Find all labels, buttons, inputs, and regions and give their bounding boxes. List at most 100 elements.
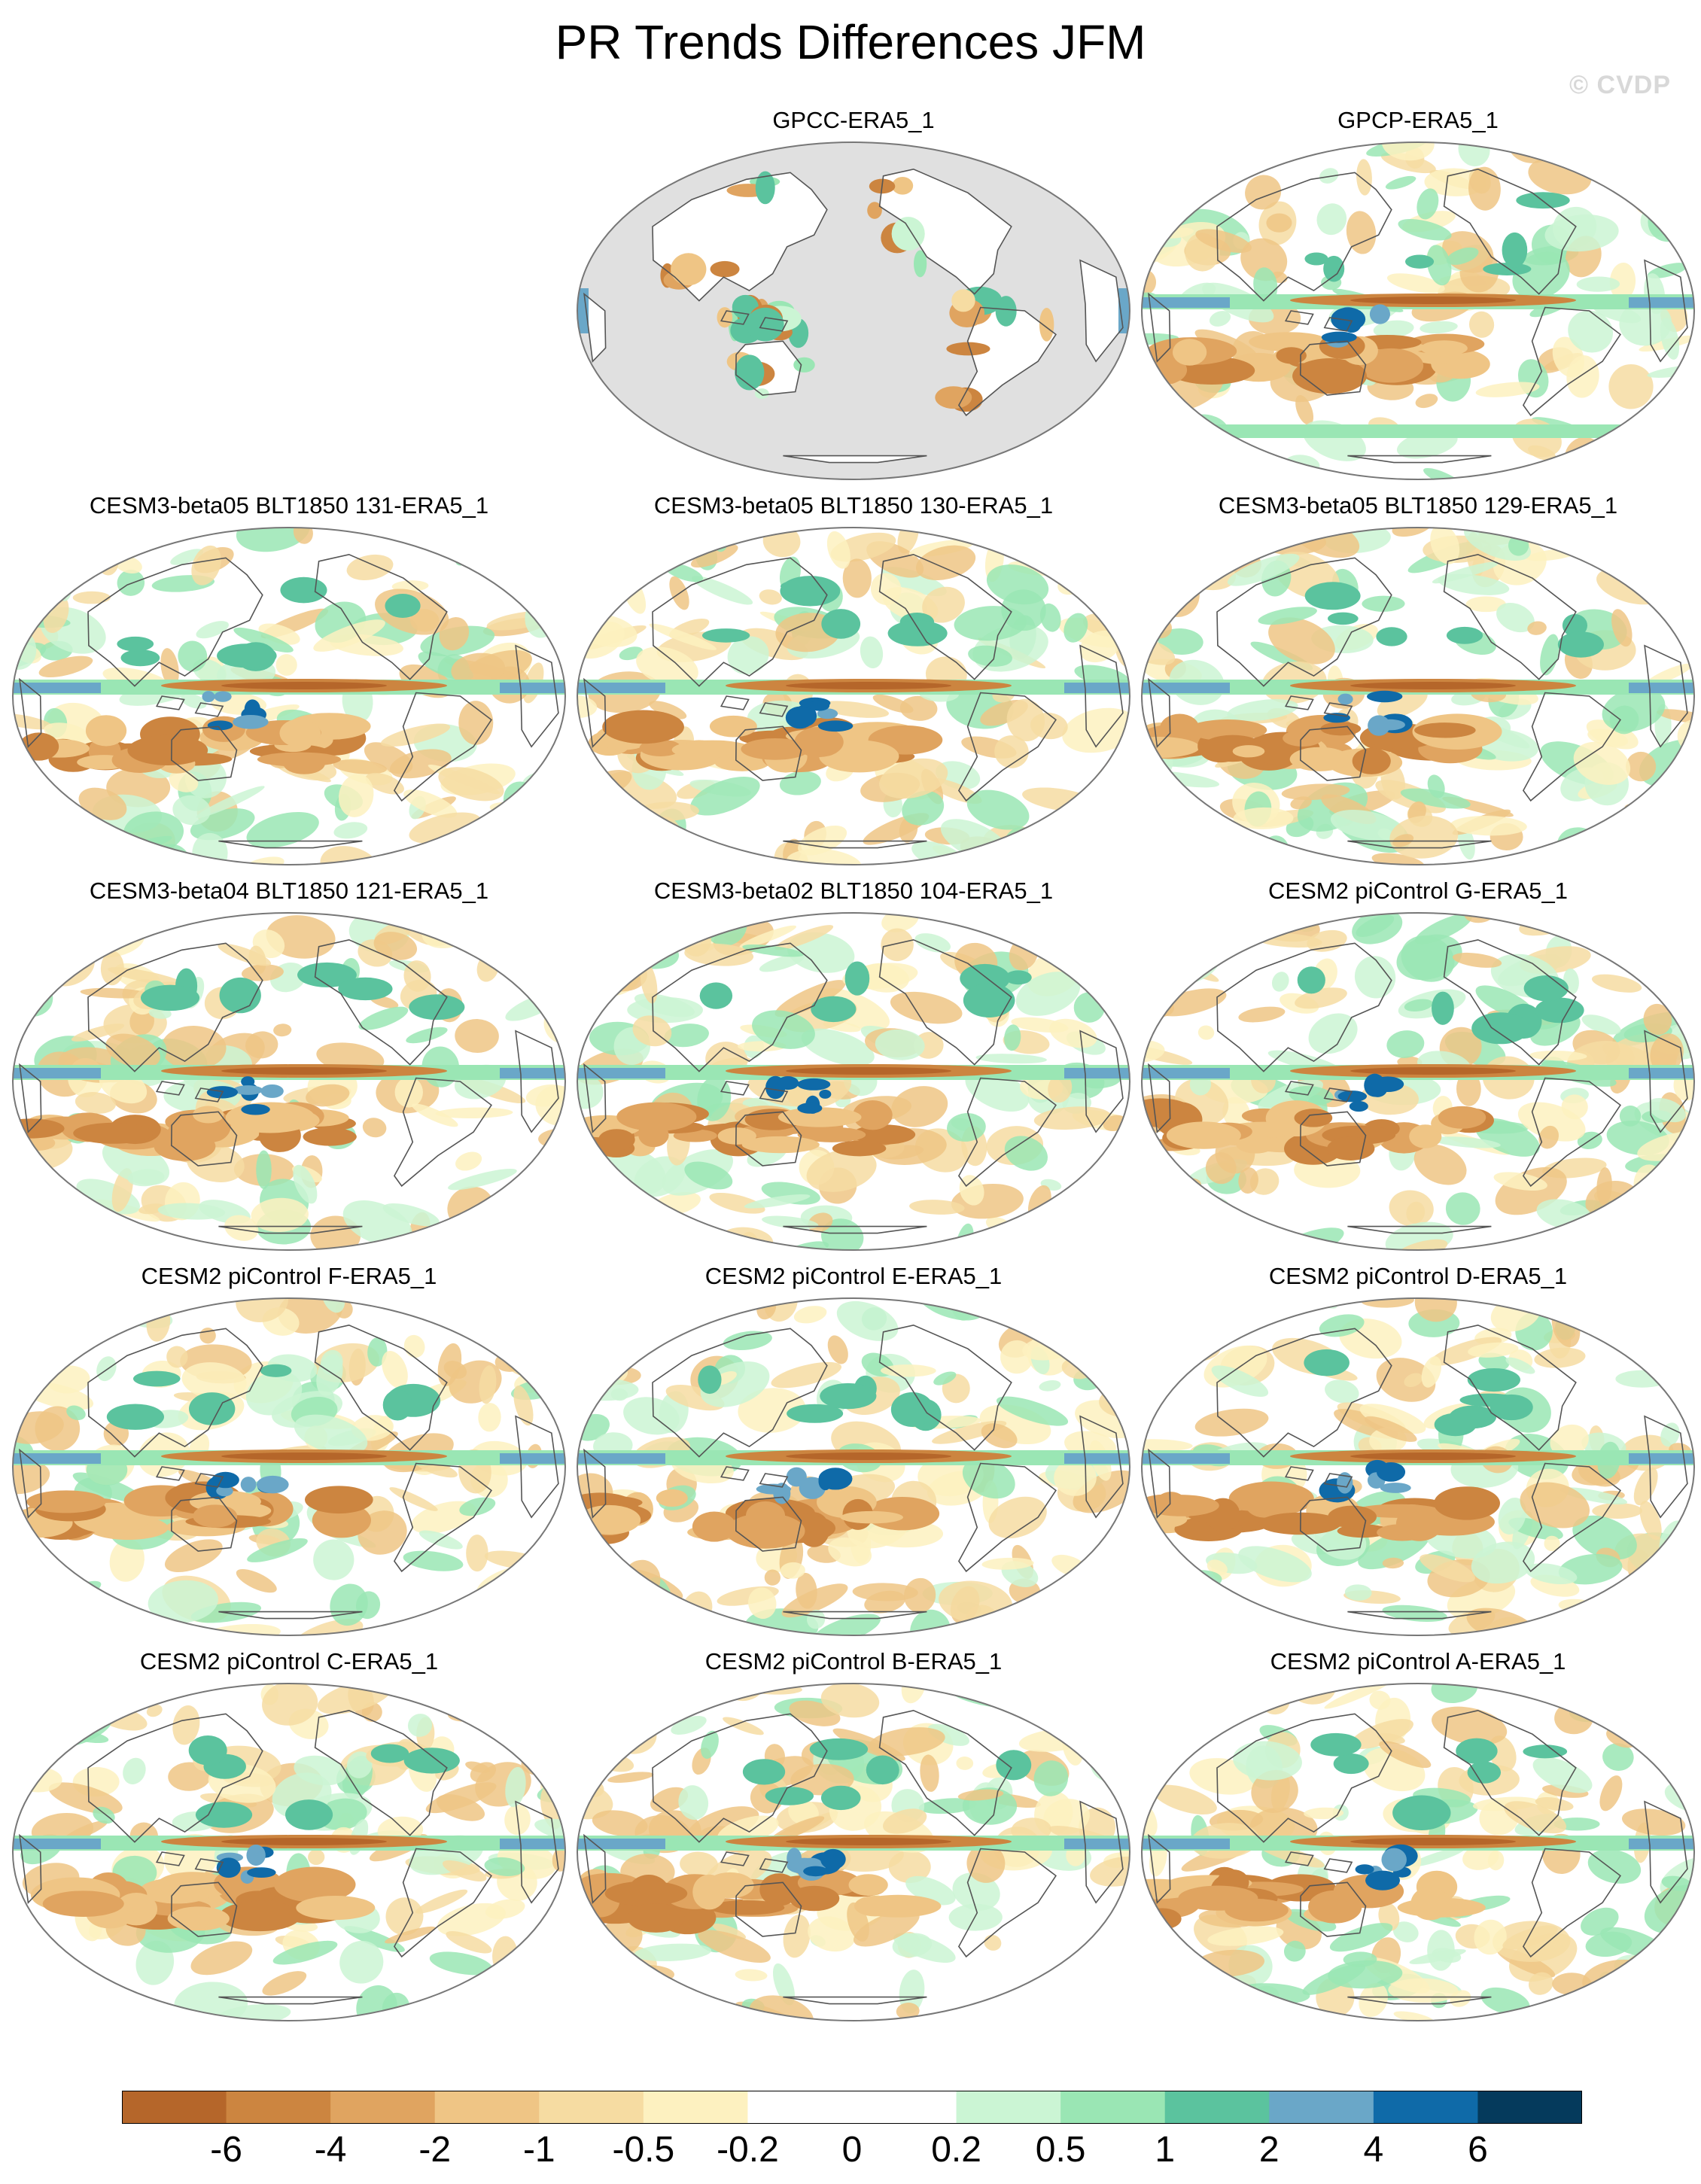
precip-patch xyxy=(415,1889,468,1914)
precip-patch xyxy=(577,1313,614,1348)
precip-patch xyxy=(1188,719,1267,741)
precip-patch xyxy=(957,1789,1004,1801)
precip-patch xyxy=(1420,1554,1475,1583)
precip-patch xyxy=(108,967,184,987)
precip-patch xyxy=(602,710,684,744)
precip-patch xyxy=(909,1200,965,1215)
coastline-7 xyxy=(1148,1833,1171,1904)
precip-patch xyxy=(1049,1018,1097,1048)
precip-patch xyxy=(247,1538,308,1562)
precip-patch xyxy=(491,1232,525,1250)
coastline-3 xyxy=(194,1473,224,1488)
precip-patch xyxy=(217,643,277,668)
precip-patch xyxy=(809,1738,869,1760)
precip-patch xyxy=(1621,1808,1686,1836)
precip-patch xyxy=(759,954,805,972)
colorbar-tick-label: 0 xyxy=(841,2130,863,2170)
coastline-2 xyxy=(1284,695,1314,710)
map-panel: CESM2 piControl A-ERA5_1 xyxy=(1140,1647,1696,2023)
precip-patch xyxy=(1316,203,1347,236)
precip-patch xyxy=(13,1971,41,1995)
precip-patch xyxy=(272,1940,338,1965)
precip-patch xyxy=(986,564,1049,605)
precip-patch xyxy=(782,1241,829,1250)
panel-title: CESM2 piControl G-ERA5_1 xyxy=(1268,878,1568,904)
precip-patch xyxy=(120,649,160,667)
precip-patch xyxy=(13,1959,46,1993)
precip-patch xyxy=(1352,747,1391,774)
precip-patch xyxy=(1544,214,1619,252)
precip-patch xyxy=(581,2005,620,2021)
coastline-3 xyxy=(1323,702,1353,717)
map-panel: CESM3-beta05 BLT1850 129-ERA5_1 xyxy=(1140,491,1696,867)
precip-patch xyxy=(1643,1003,1672,1036)
precip-patch xyxy=(193,1504,238,1528)
colorbar-tick-label: 2 xyxy=(1258,2130,1280,2170)
coastline-2 xyxy=(720,1851,750,1866)
precip-patch xyxy=(455,1019,499,1053)
precip-patch xyxy=(389,1487,438,1511)
precip-band xyxy=(577,1839,665,1849)
precip-patch xyxy=(308,1849,325,1866)
precip-patch xyxy=(519,789,556,803)
precip-patch xyxy=(1504,1801,1567,1834)
colorbar-tick-label: 0.2 xyxy=(931,2130,981,2170)
precip-patch xyxy=(224,1215,259,1241)
coastline-0 xyxy=(1216,172,1392,302)
precip-patch xyxy=(484,1242,528,1250)
precip-patch xyxy=(1581,1014,1621,1035)
precip-patch xyxy=(914,250,927,278)
map-panel: CESM2 piControl F-ERA5_1 xyxy=(11,1261,568,1638)
precip-patch xyxy=(260,1364,292,1377)
precip-patch xyxy=(820,1382,877,1410)
precip-patch xyxy=(820,1785,861,1811)
precip-patch xyxy=(1562,613,1587,637)
precip-patch xyxy=(17,1714,41,1751)
precip-patch xyxy=(1371,1076,1404,1093)
precip-patch xyxy=(1595,142,1672,169)
precip-patch xyxy=(1573,741,1631,785)
precip-patch xyxy=(452,1222,491,1249)
precip-patch xyxy=(1304,252,1328,266)
precip-patch xyxy=(241,964,284,981)
precip-band xyxy=(13,683,101,693)
precip-patch xyxy=(902,790,945,826)
coastline-7 xyxy=(583,677,607,748)
precip-patch xyxy=(1446,247,1479,265)
precip-patch xyxy=(225,1102,315,1133)
precip-patch xyxy=(1274,1684,1295,1692)
precip-patch xyxy=(466,1535,488,1572)
precip-patch xyxy=(479,528,552,563)
precip-patch xyxy=(13,1702,71,1744)
precip-patch xyxy=(1251,1769,1298,1814)
precip-patch xyxy=(1498,1497,1526,1535)
coastline-0 xyxy=(87,1713,263,1843)
precip-patch xyxy=(821,609,861,639)
coastline-1 xyxy=(170,1111,238,1167)
precip-patch xyxy=(1438,573,1510,595)
precip-patch xyxy=(26,1490,106,1513)
precip-patch xyxy=(1143,1908,1182,1930)
precip-patch xyxy=(947,1113,986,1142)
precip-band xyxy=(786,682,951,689)
precip-patch xyxy=(1142,850,1190,864)
precip-patch xyxy=(1626,751,1657,782)
precip-patch xyxy=(524,832,565,865)
precip-patch xyxy=(890,1392,934,1428)
precip-patch xyxy=(233,714,269,729)
precip-patch xyxy=(981,1423,1018,1449)
precip-patch xyxy=(321,1298,345,1313)
coastline-4 xyxy=(314,938,448,1066)
coastline-5 xyxy=(957,1077,1057,1188)
precip-patch xyxy=(1639,160,1660,201)
precip-patch xyxy=(1062,1298,1130,1313)
precip-patch xyxy=(951,289,975,312)
precip-patch xyxy=(1019,1298,1051,1322)
panel-title: CESM3-beta05 BLT1850 131-ERA5_1 xyxy=(89,492,489,519)
precip-patch xyxy=(385,594,421,619)
precip-patch xyxy=(817,720,854,732)
precip-patch xyxy=(709,1192,765,1214)
precip-patch xyxy=(1289,747,1350,771)
precip-patch xyxy=(1099,528,1130,569)
precip-patch xyxy=(899,1970,925,2014)
